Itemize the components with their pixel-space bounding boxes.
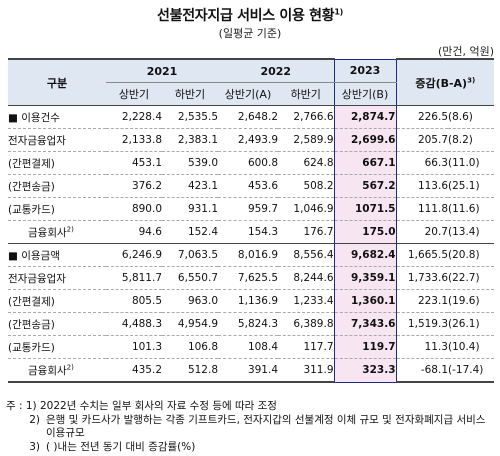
table-row: 금융회사2) 435.2 512.8 391.4 311.9 323.3 -68…	[8, 358, 494, 383]
table-row: (교통카드) 101.3 106.8 108.4 117.7 119.7 11.…	[8, 335, 494, 359]
footnote-3-label: 3)	[29, 440, 40, 453]
table-row: 전자금융업자 2,133.8 2,383.1 2,493.9 2,589.9 2…	[8, 128, 494, 152]
table-row: (간편송금) 4,488.3 4,954.9 5,824.3 6,389.8 7…	[8, 312, 494, 336]
footnote-3: ( )내는 전년 동기 대비 증감률(%)	[46, 440, 196, 453]
table-row: 전자금융업자 5,811.7 6,550.7 7,625.5 8,244.6 9…	[8, 266, 494, 290]
footnote-2-label: 2)	[29, 413, 40, 426]
table-row: ■ 이용금액 6,246.9 7,063.5 8,016.9 8,556.4 9…	[8, 243, 494, 267]
header-2022-h2: 하반기	[278, 82, 334, 106]
table-subtitle: (일평균 기준)	[218, 27, 282, 40]
table-row: (간편결제) 453.1 539.0 600.8 624.8 667.1 66.…	[8, 151, 494, 175]
header-2021: 2021	[106, 58, 218, 83]
footnote-1: 2022년 수치는 일부 회사의 자료 수정 등에 따라 조정	[40, 400, 277, 412]
header-2022-h1: 상반기(A)	[218, 82, 278, 106]
unit-label: (만건, 억원)	[437, 45, 494, 58]
header-2022: 2022	[218, 58, 334, 83]
service-usage-table: 구분 2021 2022 2023 증감(B-A)3) 상반기 하반기 상반기(…	[8, 58, 494, 383]
footnote-2: 은행 및 카드사가 발행하는 각종 기프트카드, 전자지갑의 선불계정 이체 규…	[46, 413, 486, 440]
header-2021-h2: 하반기	[162, 82, 218, 106]
header-2023: 2023	[333, 58, 397, 83]
header-2023-h1: 상반기(B)	[333, 82, 397, 106]
table-title: 선불전자지급 서비스 이용 현황1)	[157, 7, 343, 24]
footnotes: 주 : 1) 2022년 수치는 일부 회사의 자료 수정 등에 따라 조정 2…	[6, 400, 496, 454]
header-change: 증감(B-A)3)	[396, 58, 494, 106]
table-row: (간편송금) 376.2 423.1 453.6 508.2 567.2 113…	[8, 174, 494, 198]
footnote-label: 주 : 1)	[6, 400, 37, 412]
header-group: 구분	[8, 58, 106, 106]
table-row: 금융회사2) 94.6 152.4 154.3 176.7 175.0 20.7…	[8, 220, 494, 244]
header-2021-h1: 상반기	[106, 82, 162, 106]
table-row: (간편결제) 805.5 963.0 1,136.9 1,233.4 1,360…	[8, 289, 494, 313]
table-row: (교통카드) 890.0 931.1 959.7 1,046.9 1071.5 …	[8, 197, 494, 221]
table-row: ■ 이용건수 2,228.4 2,535.5 2,648.2 2,766.6 2…	[8, 105, 494, 129]
